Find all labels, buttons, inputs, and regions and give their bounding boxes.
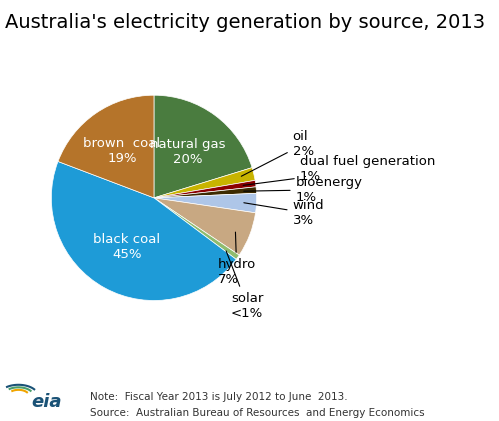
Wedge shape bbox=[154, 180, 256, 198]
Wedge shape bbox=[154, 198, 255, 255]
Text: Source:  Australian Bureau of Resources  and Energy Economics: Source: Australian Bureau of Resources a… bbox=[90, 408, 425, 418]
Wedge shape bbox=[154, 168, 255, 198]
Text: black coal
45%: black coal 45% bbox=[93, 233, 160, 261]
Wedge shape bbox=[154, 198, 239, 259]
Wedge shape bbox=[154, 187, 256, 198]
Text: dual fuel generation
1%: dual fuel generation 1% bbox=[243, 155, 435, 185]
Text: eia: eia bbox=[31, 393, 61, 411]
Text: wind
3%: wind 3% bbox=[244, 199, 324, 227]
Wedge shape bbox=[51, 162, 236, 301]
Wedge shape bbox=[58, 95, 154, 198]
Text: bioenergy
1%: bioenergy 1% bbox=[244, 176, 363, 204]
Text: hydro
7%: hydro 7% bbox=[218, 232, 256, 286]
Text: oil
2%: oil 2% bbox=[242, 131, 314, 176]
Text: brown  coal
19%: brown coal 19% bbox=[83, 137, 161, 165]
Text: natural gas
20%: natural gas 20% bbox=[150, 139, 225, 166]
Text: Australia's electricity generation by source, 2013: Australia's electricity generation by so… bbox=[5, 13, 485, 32]
Wedge shape bbox=[154, 193, 256, 213]
Wedge shape bbox=[154, 95, 252, 198]
Text: solar
<1%: solar <1% bbox=[226, 251, 263, 320]
Text: Note:  Fiscal Year 2013 is July 2012 to June  2013.: Note: Fiscal Year 2013 is July 2012 to J… bbox=[90, 392, 347, 402]
